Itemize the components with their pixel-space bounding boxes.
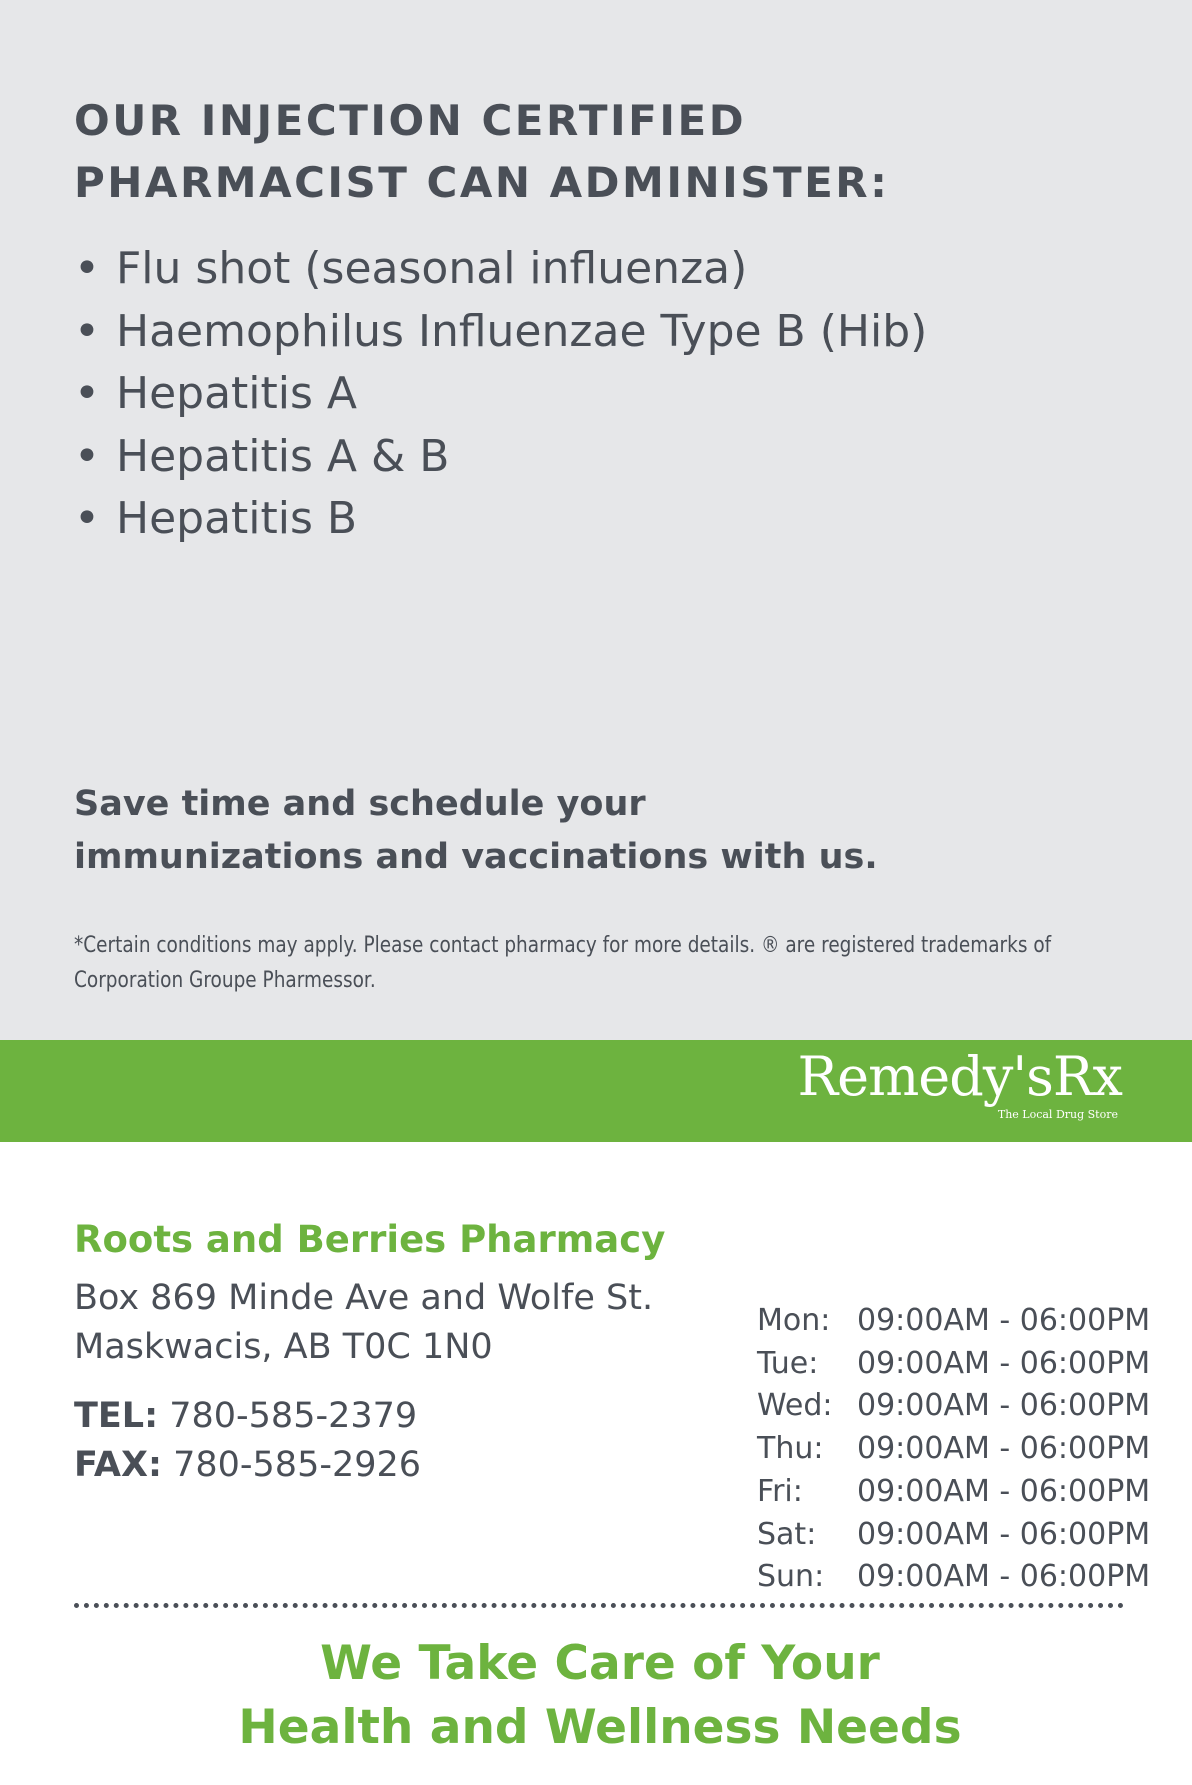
store-hours: Mon: 09:00AM - 06:00PM Tue: 09:00AM - 06:0… (757, 1300, 1150, 1599)
fax: FAX: 780-585-2926 (74, 1445, 422, 1485)
cta-text: Save time and schedule your immunizations… (74, 784, 878, 877)
logo: Remedy'sRx (797, 1045, 1123, 1108)
hours-row: Fri: 09:00AM - 06:00PM (757, 1473, 1151, 1509)
hours-row: Mon: 09:00AM - 06:00PM (757, 1303, 1151, 1338)
hours-row: Tue: 09:00AM - 06:00PM (757, 1345, 1151, 1381)
phone: TEL: 780-585-2379 (74, 1396, 418, 1436)
logo-tagline: The Local Drug Store (997, 1108, 1118, 1121)
dotted-divider (74, 1603, 1124, 1608)
hours-row: Sat: 09:00AM - 06:00PM (757, 1516, 1151, 1552)
list-item: Hepatitis A & B (74, 426, 927, 489)
heading: OUR INJECTION CERTIFIED PHARMACIST CAN AD… (74, 96, 890, 207)
pharmacy-name: Roots and Berries Pharmacy (74, 1218, 666, 1261)
hours-row: Sun: 09:00AM - 06:00PM (757, 1559, 1151, 1595)
list-item: Hepatitis B (74, 488, 927, 551)
contact: TEL: 780-585-2379 FAX: 780-585-2926 (74, 1392, 421, 1490)
hours-row: Wed: 09:00AM - 06:00PM (757, 1388, 1151, 1424)
disclaimer: *Certain conditions may apply. Please co… (74, 933, 1052, 993)
list-item: Flu shot (seasonal influenza) (74, 238, 927, 301)
hours-row: Thu: 09:00AM - 06:00PM (757, 1431, 1151, 1467)
address: Box 869 Minde Ave and Wolfe St. Maskwacis… (74, 1278, 654, 1367)
vaccine-list: Flu shot (seasonal influenza) Haemophilu… (74, 238, 927, 551)
brand-band (0, 1040, 1192, 1142)
slogan: We Take Care of Your Health and Wellness … (238, 1636, 962, 1755)
list-item: Hepatitis A (74, 363, 927, 426)
list-item: Haemophilus Influenzae Type B (Hib) (74, 301, 927, 364)
